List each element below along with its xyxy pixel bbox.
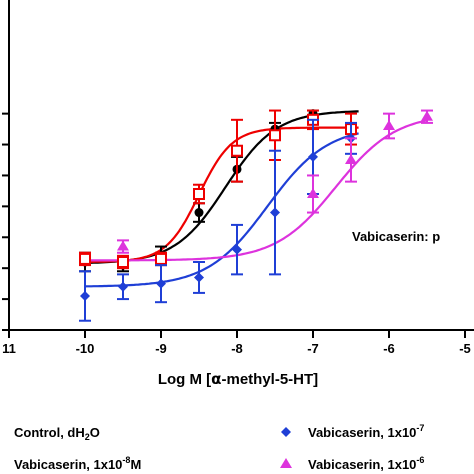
marker-square [155, 252, 167, 265]
marker-square [117, 256, 129, 268]
data-point [269, 149, 281, 276]
marker-square [79, 252, 91, 265]
data-point [383, 112, 395, 140]
marker-triangle [307, 188, 319, 198]
x-tick-label: -9 [155, 341, 167, 356]
marker-triangle [345, 154, 357, 164]
data-point [117, 239, 129, 254]
x-tick-label: -7 [307, 341, 319, 356]
x-axis-title: Log M [α-methyl-5-HT] [158, 370, 318, 388]
legend-label: Vabicaserin, 1x10 [14, 457, 122, 472]
fit-curves [84, 110, 428, 288]
legend: Control, dH2O Vabicaserin, 1x10-7Vabicase… [14, 423, 424, 472]
marker-diamond [232, 244, 242, 255]
legend-label: Control, dH [14, 425, 85, 440]
data-point [117, 254, 129, 270]
marker-diamond [270, 207, 280, 218]
legend-entry: Control, dH2O [14, 425, 100, 442]
data-point [421, 109, 433, 124]
legend-label: Vabicaserin, 1x10 [308, 425, 416, 440]
annotation-text: Vabicaserin: p [352, 229, 440, 244]
marker-diamond [156, 278, 166, 289]
x-tick-label: -10 [76, 341, 95, 356]
data-point [307, 174, 319, 214]
marker-triangle [383, 120, 395, 130]
axes: 11 -10 -9 -8 -7 -6 -5 [2, 0, 474, 356]
data-point [193, 183, 205, 205]
legend-end: O [90, 425, 100, 440]
data-point [345, 137, 357, 183]
x-tick-label: -6 [383, 341, 395, 356]
marker-diamond [194, 272, 204, 283]
legend-sup: -7 [416, 423, 424, 433]
legend-sup: -8 [122, 455, 130, 465]
data-point [79, 251, 91, 267]
x-tick-label: -5 [459, 341, 471, 356]
legend-entry: Vabicaserin, 1x10-7 [308, 423, 424, 440]
marker-diamond [118, 281, 128, 292]
data-point [231, 223, 243, 276]
marker-triangle [280, 458, 292, 468]
data-point [155, 264, 167, 304]
fit-curve [85, 119, 428, 262]
x-tick-label: 11 [2, 341, 16, 356]
marker-diamond [308, 151, 318, 162]
marker-square [193, 188, 205, 200]
legend-entry: Vabicaserin, 1x10-6 [308, 455, 424, 472]
data-point [79, 270, 91, 322]
legend-entry: Vabicaserin, 1x10-8M [14, 455, 141, 472]
marker-triangle [421, 110, 433, 121]
data-points [79, 109, 433, 322]
data-point [193, 261, 205, 294]
legend-label: Vabicaserin, 1x10 [308, 457, 416, 472]
data-point [117, 273, 129, 301]
legend-sub: 2 [85, 432, 90, 442]
marker-triangle [117, 240, 129, 251]
legend-end: M [130, 457, 141, 472]
data-point [155, 251, 167, 267]
marker-diamond [80, 291, 90, 301]
x-tick-label: -8 [231, 341, 243, 356]
data-point [231, 118, 243, 183]
marker-diamond [281, 427, 291, 437]
marker-square [269, 129, 281, 142]
marker-circle [194, 208, 204, 218]
marker-square [231, 144, 243, 157]
legend-sup: -6 [416, 455, 424, 465]
